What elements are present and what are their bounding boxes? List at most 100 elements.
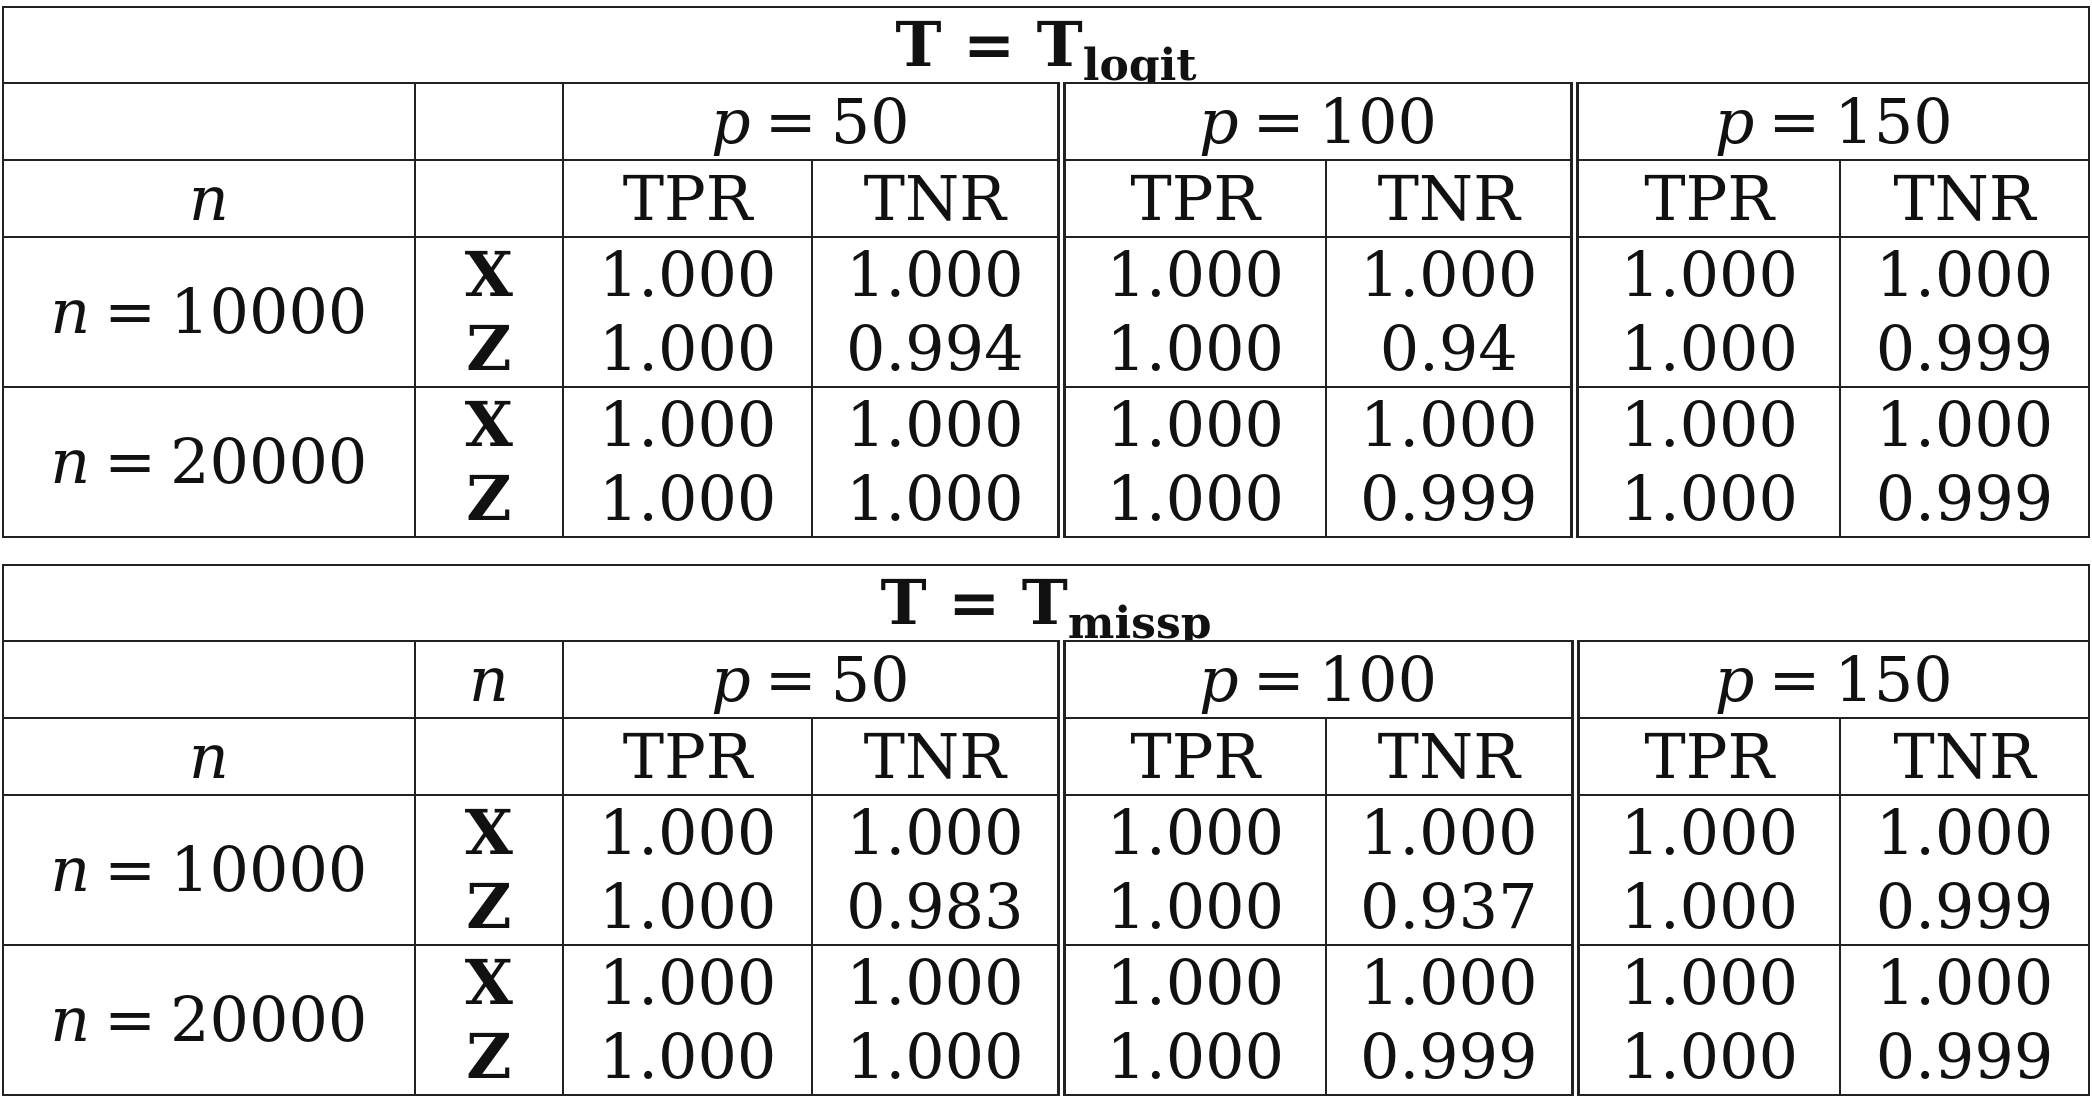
value-cell: 0.983 (811, 870, 1066, 946)
header-empty-cell (2, 82, 416, 161)
metric-header: TNR (1325, 717, 1580, 796)
value-cell: 1.000 (562, 386, 814, 462)
value-cell: 0.999 (1838, 312, 2091, 388)
value-cell: 1.000 (811, 1020, 1066, 1096)
variable-label: X (413, 794, 565, 870)
metric-header: TNR (1838, 159, 2091, 238)
value-cell: 1.000 (562, 462, 814, 538)
value-cell: 1.000 (1573, 236, 1841, 312)
value-cell: 1.000 (562, 944, 814, 1020)
variable-label: Z (413, 312, 565, 388)
p-group-header: p = 50 (562, 640, 1066, 719)
value-cell: 1.000 (1838, 236, 2091, 312)
table-row: Z 1.000 1.000 1.000 0.999 1.000 0.999 (3, 1020, 2090, 1096)
value-cell: 1.000 (1060, 944, 1328, 1020)
value-cell: 1.000 (1573, 462, 1841, 538)
p-group-header: p = 100 (1060, 640, 1580, 719)
value-cell: 1.000 (1325, 236, 1580, 312)
n-column-header: n (2, 717, 416, 796)
header-empty-cell (413, 159, 565, 238)
header-empty-cell (413, 717, 565, 796)
table-row: n = 20000 X 1.000 1.000 1.000 1.000 1.000 … (2, 386, 2091, 538)
value-cell: 1.000 (1574, 794, 1842, 870)
table-row: n = 10000 X 1.000 1.000 1.000 1.000 1.000 … (2, 236, 2091, 388)
value-cell: 1.000 (1060, 236, 1327, 312)
results-table-missp: T = Tmissp n p = 50 p = 100 p = 150 n TPR TNR … (2, 564, 2090, 1096)
p-group-header: p = 50 (562, 82, 1066, 161)
value-cell: 0.999 (1838, 462, 2091, 538)
value-cell: 0.999 (1325, 1020, 1580, 1096)
value-cell: 1.000 (1839, 944, 2090, 1020)
table-row: n = 20000 X 1.000 1.000 1.000 1.000 1.000 … (2, 944, 2090, 1096)
metric-header: TPR (562, 159, 814, 238)
value-cell: 1.000 (1325, 794, 1580, 870)
metric-header: TNR (1325, 159, 1580, 238)
table-title: T = Tmissp (2, 564, 2090, 642)
value-cell: 1.000 (1060, 386, 1327, 462)
n-value-cell: n = 20000 (2, 386, 416, 538)
value-cell: 1.000 (1060, 870, 1328, 946)
variable-label: X (413, 944, 565, 1020)
value-cell: 1.000 (1060, 794, 1328, 870)
metric-header: TPR (1573, 159, 1841, 238)
table-row: n = 10000 X 1.000 1.000 1.000 1.000 1.000 … (2, 794, 2090, 946)
value-cell: 1.000 (1574, 870, 1842, 946)
metric-header: TNR (811, 159, 1066, 238)
variable-label: X (413, 386, 565, 462)
value-cell: 1.000 (811, 462, 1066, 538)
value-cell: 0.999 (1325, 462, 1580, 538)
table-title: T = Tlogit (2, 6, 2090, 84)
value-cell: 1.000 (562, 794, 814, 870)
variable-label: Z (413, 1020, 565, 1096)
n-value-cell: n = 10000 (2, 794, 416, 946)
value-cell: 1.000 (1574, 944, 1842, 1020)
metric-header: TPR (1060, 717, 1328, 796)
variable-label: Z (413, 870, 565, 946)
value-cell: 1.000 (1838, 386, 2091, 462)
table-row: Z 1.000 1.000 1.000 0.999 1.000 0.999 (3, 462, 2091, 538)
variable-label: X (413, 236, 565, 312)
value-cell: 0.994 (811, 312, 1066, 388)
value-cell: 1.000 (1573, 386, 1841, 462)
value-cell: 1.000 (811, 386, 1066, 462)
title-subscript: logit (1082, 40, 1197, 83)
value-cell: 1.000 (562, 1020, 814, 1096)
value-cell: 0.937 (1325, 870, 1580, 946)
n-value-cell: n = 20000 (2, 944, 416, 1096)
metric-header: TNR (811, 717, 1066, 796)
value-cell: 1.000 (1060, 1020, 1328, 1096)
n-column-header: n (2, 159, 416, 238)
metric-header: TPR (1574, 717, 1842, 796)
value-cell: 1.000 (1573, 312, 1841, 388)
value-cell: 1.000 (562, 236, 814, 312)
variable-label: Z (413, 462, 565, 538)
value-cell: 1.000 (811, 794, 1066, 870)
table-row: Z 1.000 0.994 1.000 0.94 1.000 0.999 (3, 312, 2091, 388)
metric-header: TNR (1839, 717, 2090, 796)
n-value-cell: n = 10000 (2, 236, 416, 388)
metric-header: TPR (562, 717, 814, 796)
header-var-cell: n (413, 640, 565, 719)
value-cell: 1.000 (562, 870, 814, 946)
value-cell: 0.94 (1325, 312, 1580, 388)
value-cell: 1.000 (1574, 1020, 1842, 1096)
value-cell: 1.000 (1060, 462, 1327, 538)
p-group-header: p = 150 (1573, 82, 2091, 161)
p-group-header: p = 100 (1060, 82, 1580, 161)
table-row: Z 1.000 0.983 1.000 0.937 1.000 0.999 (3, 870, 2090, 946)
value-cell: 1.000 (562, 312, 814, 388)
header-var-cell (413, 82, 565, 161)
title-subscript: missp (1067, 598, 1212, 641)
p-group-header: p = 150 (1574, 640, 2090, 719)
results-table-logit: T = Tlogit p = 50 p = 100 p = 150 n TPR TNR TP… (2, 6, 2091, 538)
header-empty-cell (2, 640, 416, 719)
value-cell: 1.000 (811, 944, 1066, 1020)
value-cell: 1.000 (1325, 944, 1580, 1020)
value-cell: 1.000 (1325, 386, 1580, 462)
metric-header: TPR (1060, 159, 1327, 238)
value-cell: 1.000 (1839, 794, 2090, 870)
value-cell: 1.000 (811, 236, 1066, 312)
value-cell: 0.999 (1839, 870, 2090, 946)
value-cell: 1.000 (1060, 312, 1327, 388)
